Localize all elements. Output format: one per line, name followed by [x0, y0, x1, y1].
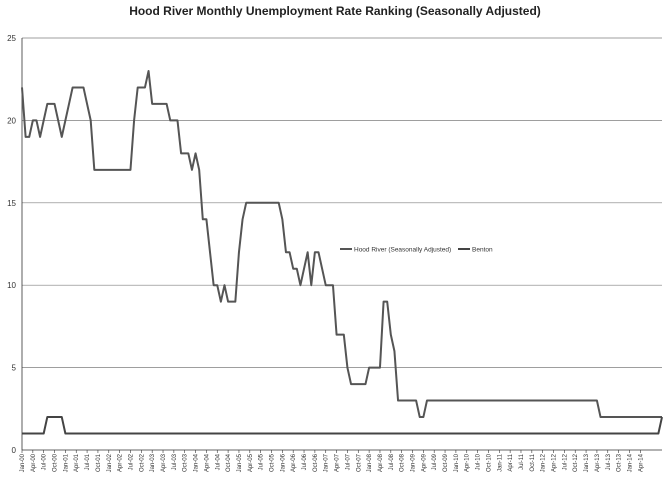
x-tick-label: Jul-11 — [519, 453, 525, 470]
x-tick-label: Jul-01 — [85, 453, 91, 470]
x-tick-label: Jul-04 — [215, 453, 221, 470]
x-tick-label: Apr-08 — [378, 453, 384, 472]
x-tick-label: Oct-13 — [617, 453, 623, 472]
x-tick-label: Apr-04 — [204, 453, 210, 472]
x-tick-label: Oct-06 — [313, 453, 319, 472]
x-tick-label: Oct-00 — [53, 453, 59, 472]
x-tick-label: Apr-03 — [161, 453, 167, 472]
x-tick-label: Apr-13 — [595, 453, 601, 472]
series-line-hood-river — [21, 69, 662, 419]
x-tick-label: Oct-04 — [226, 453, 232, 472]
x-tick-label: Apr-11 — [508, 453, 514, 471]
x-tick-label: Oct-03 — [183, 453, 189, 472]
y-tick-label: 10 — [7, 281, 16, 290]
x-tick-label: Oct-07 — [356, 453, 362, 472]
x-tick-label: Jan-03 — [150, 453, 156, 472]
x-tick-label: Jan-10 — [454, 453, 460, 472]
x-tick-label: Jan-01 — [63, 453, 69, 472]
x-tick-label: Jul-05 — [259, 453, 265, 470]
x-tick-label: Apr-06 — [291, 453, 297, 472]
chart-title: Hood River Monthly Unemployment Rate Ran… — [129, 4, 541, 18]
x-tick-label: Jan-13 — [584, 453, 590, 472]
x-tick-label: Jan-04 — [194, 453, 200, 472]
x-tick-label: Jul-07 — [345, 453, 351, 470]
x-tick-label: Apr-12 — [552, 453, 558, 472]
legend-label: Hood River (Seasonally Adjusted) — [354, 246, 451, 253]
x-tick-label: Oct-12 — [573, 453, 579, 472]
x-tick-label: Jan-06 — [280, 453, 286, 472]
x-tick-label: Apr-00 — [31, 453, 37, 472]
x-tick-label: Apr-01 — [74, 453, 80, 472]
x-tick-label: Jul-13 — [606, 453, 612, 470]
y-tick-label: 5 — [12, 364, 17, 373]
x-tick-label: Oct-08 — [400, 453, 406, 472]
x-tick-label: Jan-02 — [107, 453, 113, 472]
y-tick-label: 0 — [12, 446, 17, 455]
x-tick-label: Oct-11 — [530, 453, 536, 471]
x-tick-label: Jan-00 — [20, 453, 26, 472]
x-tick-label: Jul-00 — [42, 453, 48, 470]
y-tick-label: 20 — [7, 116, 16, 125]
x-tick-label: Jul-08 — [389, 453, 395, 470]
x-tick-label: Jul-12 — [562, 453, 568, 470]
series-line-benton — [22, 416, 663, 435]
x-tick-label: Jul-03 — [172, 453, 178, 470]
x-tick-label: Jul-10 — [476, 453, 482, 470]
x-tick-label: Jan-14 — [627, 453, 633, 472]
x-tick-label: Oct-10 — [486, 453, 492, 472]
y-tick-label: 15 — [7, 199, 16, 208]
x-tick-label: Jan-09 — [411, 453, 417, 472]
y-tick-label: 25 — [7, 34, 16, 43]
x-tick-label: Oct-01 — [96, 453, 102, 472]
x-tick-label: Jan-05 — [237, 453, 243, 472]
legend-label: Benton — [472, 246, 493, 253]
x-tick-label: Jan-08 — [367, 453, 373, 472]
x-tick-label: Apr-07 — [335, 453, 341, 472]
x-tick-label: Oct-05 — [269, 453, 275, 472]
x-tick-label: Apr-10 — [465, 453, 471, 472]
x-tick-label: Jul-09 — [432, 453, 438, 470]
x-tick-label: Apr-14 — [638, 453, 644, 472]
x-tick-label: Apr-05 — [248, 453, 254, 472]
x-tick-label: Jul-06 — [302, 453, 308, 470]
x-tick-label: Oct-02 — [139, 453, 145, 472]
x-tick-label: Jan-12 — [541, 453, 547, 472]
x-tick-label: Apr-09 — [421, 453, 427, 472]
x-tick-label: Apr-02 — [118, 453, 124, 472]
x-tick-label: Jan-07 — [324, 453, 330, 472]
x-tick-label: Jul-02 — [128, 453, 134, 470]
x-tick-label: Oct-09 — [443, 453, 449, 472]
x-tick-label: Jan-11 — [497, 453, 503, 472]
